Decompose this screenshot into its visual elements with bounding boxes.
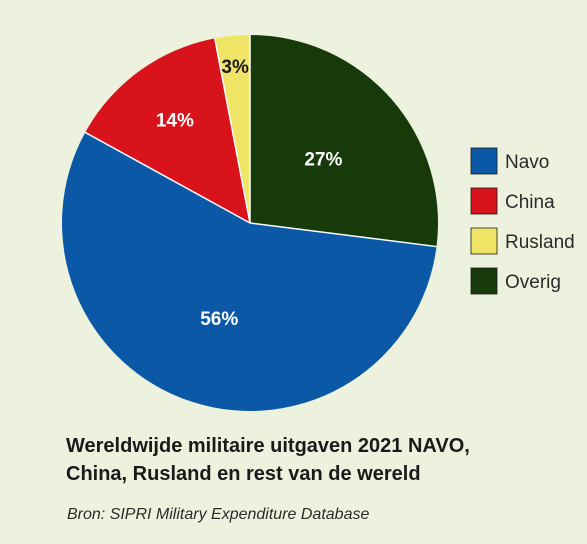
slice-separator xyxy=(84,131,251,224)
slice-label-overig: 27% xyxy=(304,149,342,170)
pie-slices xyxy=(62,35,439,411)
pie-slice-navo xyxy=(62,132,437,411)
chart-title-line-2: China, Rusland en rest van de wereld xyxy=(66,463,421,485)
legend-label-china: China xyxy=(505,192,555,213)
slice-separator xyxy=(214,38,251,224)
legend-label-overig: Overig xyxy=(505,272,561,293)
legend-swatch-navo xyxy=(470,147,498,175)
legend-swatch-overig xyxy=(470,267,498,295)
chart-title-line-1: Wereldwijde militaire uitgaven 2021 NAVO… xyxy=(66,435,470,457)
legend-label-rusland: Rusland xyxy=(505,232,575,253)
pie-slice-labels: 27% 56% 14% 3% xyxy=(156,57,343,330)
chart-title: Wereldwijde militaire uitgaven 2021 NAVO… xyxy=(66,432,571,488)
pie-slice-overig xyxy=(250,35,439,247)
legend-swatch-china xyxy=(470,187,498,215)
legend-swatch-rusland xyxy=(470,227,498,255)
slice-label-rusland: 3% xyxy=(221,57,249,78)
pie-chart: 27% 56% 14% 3% Navo China Rusland Overig xyxy=(62,35,575,411)
slice-separator xyxy=(249,222,437,248)
pie-slice-china xyxy=(85,38,251,223)
source-note: Bron: SIPRI Military Expenditure Databas… xyxy=(67,506,370,523)
slice-label-navo: 56% xyxy=(200,309,238,330)
legend: Navo China Rusland Overig xyxy=(470,147,575,295)
slice-label-china: 14% xyxy=(156,111,194,132)
legend-label-navo: Navo xyxy=(505,152,549,173)
